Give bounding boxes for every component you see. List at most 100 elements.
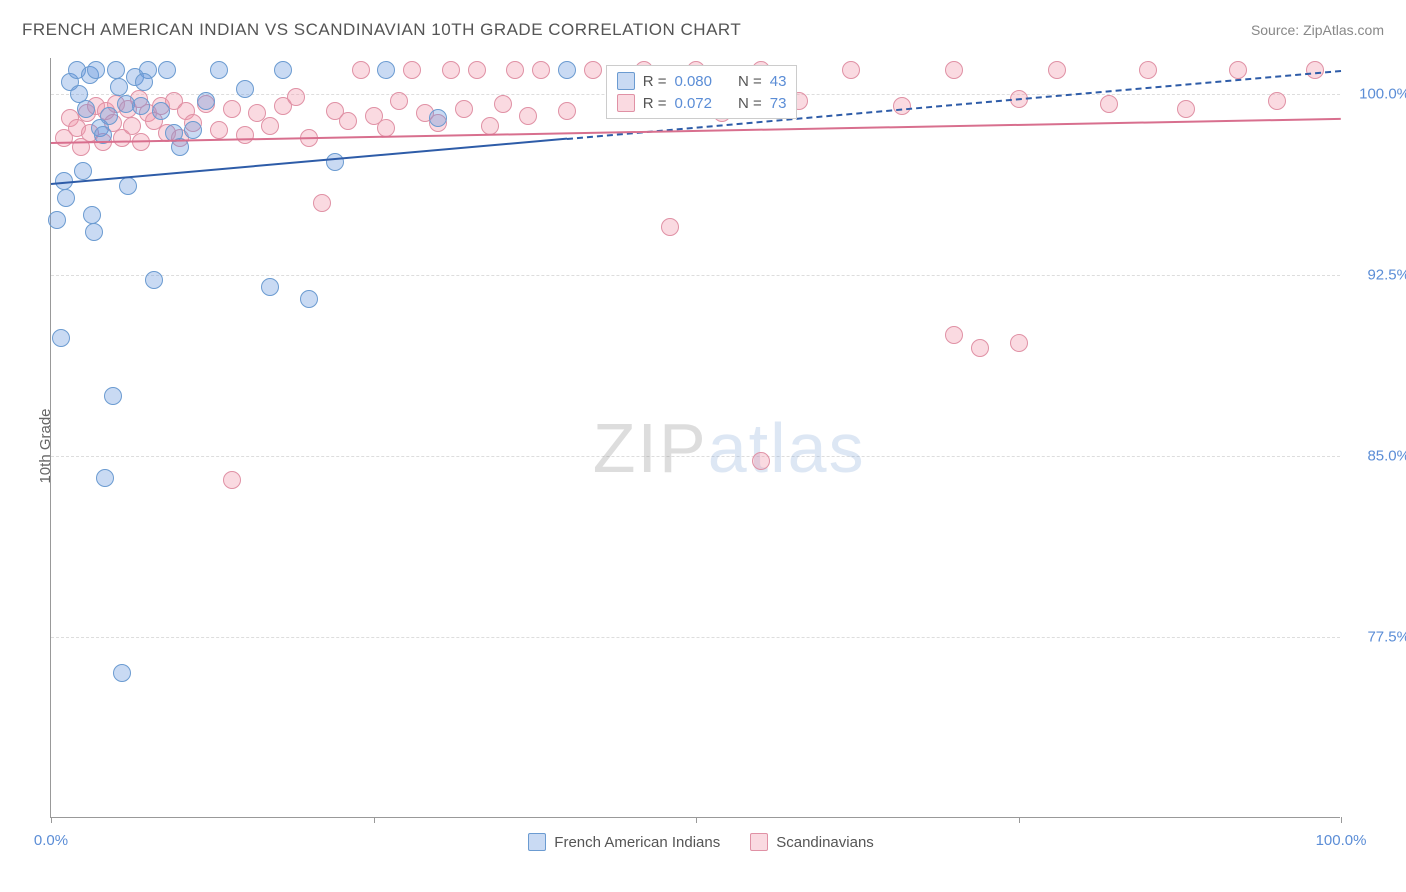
data-point: [377, 61, 395, 79]
data-point: [403, 61, 421, 79]
stat-label: R =: [643, 73, 667, 90]
data-point: [184, 121, 202, 139]
data-point: [83, 206, 101, 224]
data-point: [752, 452, 770, 470]
gridline: [51, 456, 1340, 457]
data-point: [261, 117, 279, 135]
data-point: [52, 329, 70, 347]
data-point: [70, 85, 88, 103]
x-tick-mark: [374, 817, 375, 823]
legend-item: French American Indians: [528, 833, 720, 851]
data-point: [377, 119, 395, 137]
series-swatch: [617, 94, 635, 112]
n-value: 73: [770, 95, 787, 112]
n-value: 43: [770, 73, 787, 90]
data-point: [100, 107, 118, 125]
data-point: [223, 100, 241, 118]
x-tick-mark: [1341, 817, 1342, 823]
data-point: [971, 339, 989, 357]
data-point: [326, 153, 344, 171]
data-point: [135, 73, 153, 91]
stat-row: R = 0.080 N = 43: [617, 70, 787, 92]
data-point: [339, 112, 357, 130]
x-tick-mark: [696, 817, 697, 823]
data-point: [300, 290, 318, 308]
data-point: [352, 61, 370, 79]
r-value: 0.080: [674, 73, 712, 90]
data-point: [1268, 92, 1286, 110]
data-point: [287, 88, 305, 106]
data-point: [1100, 95, 1118, 113]
stat-label: N =: [738, 95, 762, 112]
x-tick-label: 100.0%: [1316, 832, 1367, 849]
data-point: [945, 61, 963, 79]
data-point: [455, 100, 473, 118]
data-point: [1306, 61, 1324, 79]
data-point: [85, 223, 103, 241]
legend-label: Scandinavians: [776, 834, 874, 851]
data-point: [48, 211, 66, 229]
data-point: [123, 117, 141, 135]
gridline: [51, 275, 1340, 276]
x-tick-mark: [1019, 817, 1020, 823]
data-point: [145, 271, 163, 289]
data-point: [468, 61, 486, 79]
y-tick-label: 100.0%: [1350, 86, 1406, 103]
data-point: [107, 61, 125, 79]
data-point: [893, 97, 911, 115]
y-tick-label: 85.0%: [1350, 448, 1406, 465]
data-point: [158, 61, 176, 79]
data-point: [442, 61, 460, 79]
data-point: [104, 387, 122, 405]
y-tick-label: 92.5%: [1350, 267, 1406, 284]
data-point: [210, 61, 228, 79]
data-point: [1177, 100, 1195, 118]
data-point: [96, 469, 114, 487]
series-swatch: [617, 72, 635, 90]
watermark: ZIPatlas: [593, 408, 866, 488]
data-point: [1010, 334, 1028, 352]
data-point: [274, 61, 292, 79]
correlation-stats-box: R = 0.080 N = 43 R = 0.072 N = 73: [606, 65, 798, 119]
data-point: [661, 218, 679, 236]
data-point: [152, 102, 170, 120]
data-point: [584, 61, 602, 79]
data-point: [429, 109, 447, 127]
data-point: [558, 61, 576, 79]
stat-label: R =: [643, 95, 667, 112]
data-point: [519, 107, 537, 125]
legend-label: French American Indians: [554, 834, 720, 851]
data-point: [74, 162, 92, 180]
data-point: [87, 61, 105, 79]
data-point: [210, 121, 228, 139]
data-point: [236, 126, 254, 144]
legend-swatch: [750, 833, 768, 851]
data-point: [945, 326, 963, 344]
data-point: [197, 92, 215, 110]
data-point: [842, 61, 860, 79]
data-point: [1229, 61, 1247, 79]
legend: French American Indians Scandinavians: [528, 833, 874, 851]
y-tick-label: 77.5%: [1350, 629, 1406, 646]
gridline: [51, 637, 1340, 638]
source-attribution: Source: ZipAtlas.com: [1251, 22, 1384, 38]
data-point: [390, 92, 408, 110]
data-point: [506, 61, 524, 79]
data-point: [119, 177, 137, 195]
data-point: [132, 97, 150, 115]
data-point: [1048, 61, 1066, 79]
x-tick-mark: [51, 817, 52, 823]
legend-swatch: [528, 833, 546, 851]
stat-label: N =: [738, 73, 762, 90]
chart-title: FRENCH AMERICAN INDIAN VS SCANDINAVIAN 1…: [22, 20, 741, 40]
data-point: [494, 95, 512, 113]
data-point: [236, 80, 254, 98]
r-value: 0.072: [674, 95, 712, 112]
data-point: [132, 133, 150, 151]
data-point: [481, 117, 499, 135]
legend-item: Scandinavians: [750, 833, 874, 851]
data-point: [261, 278, 279, 296]
data-point: [1139, 61, 1157, 79]
x-tick-label: 0.0%: [34, 832, 68, 849]
data-point: [313, 194, 331, 212]
